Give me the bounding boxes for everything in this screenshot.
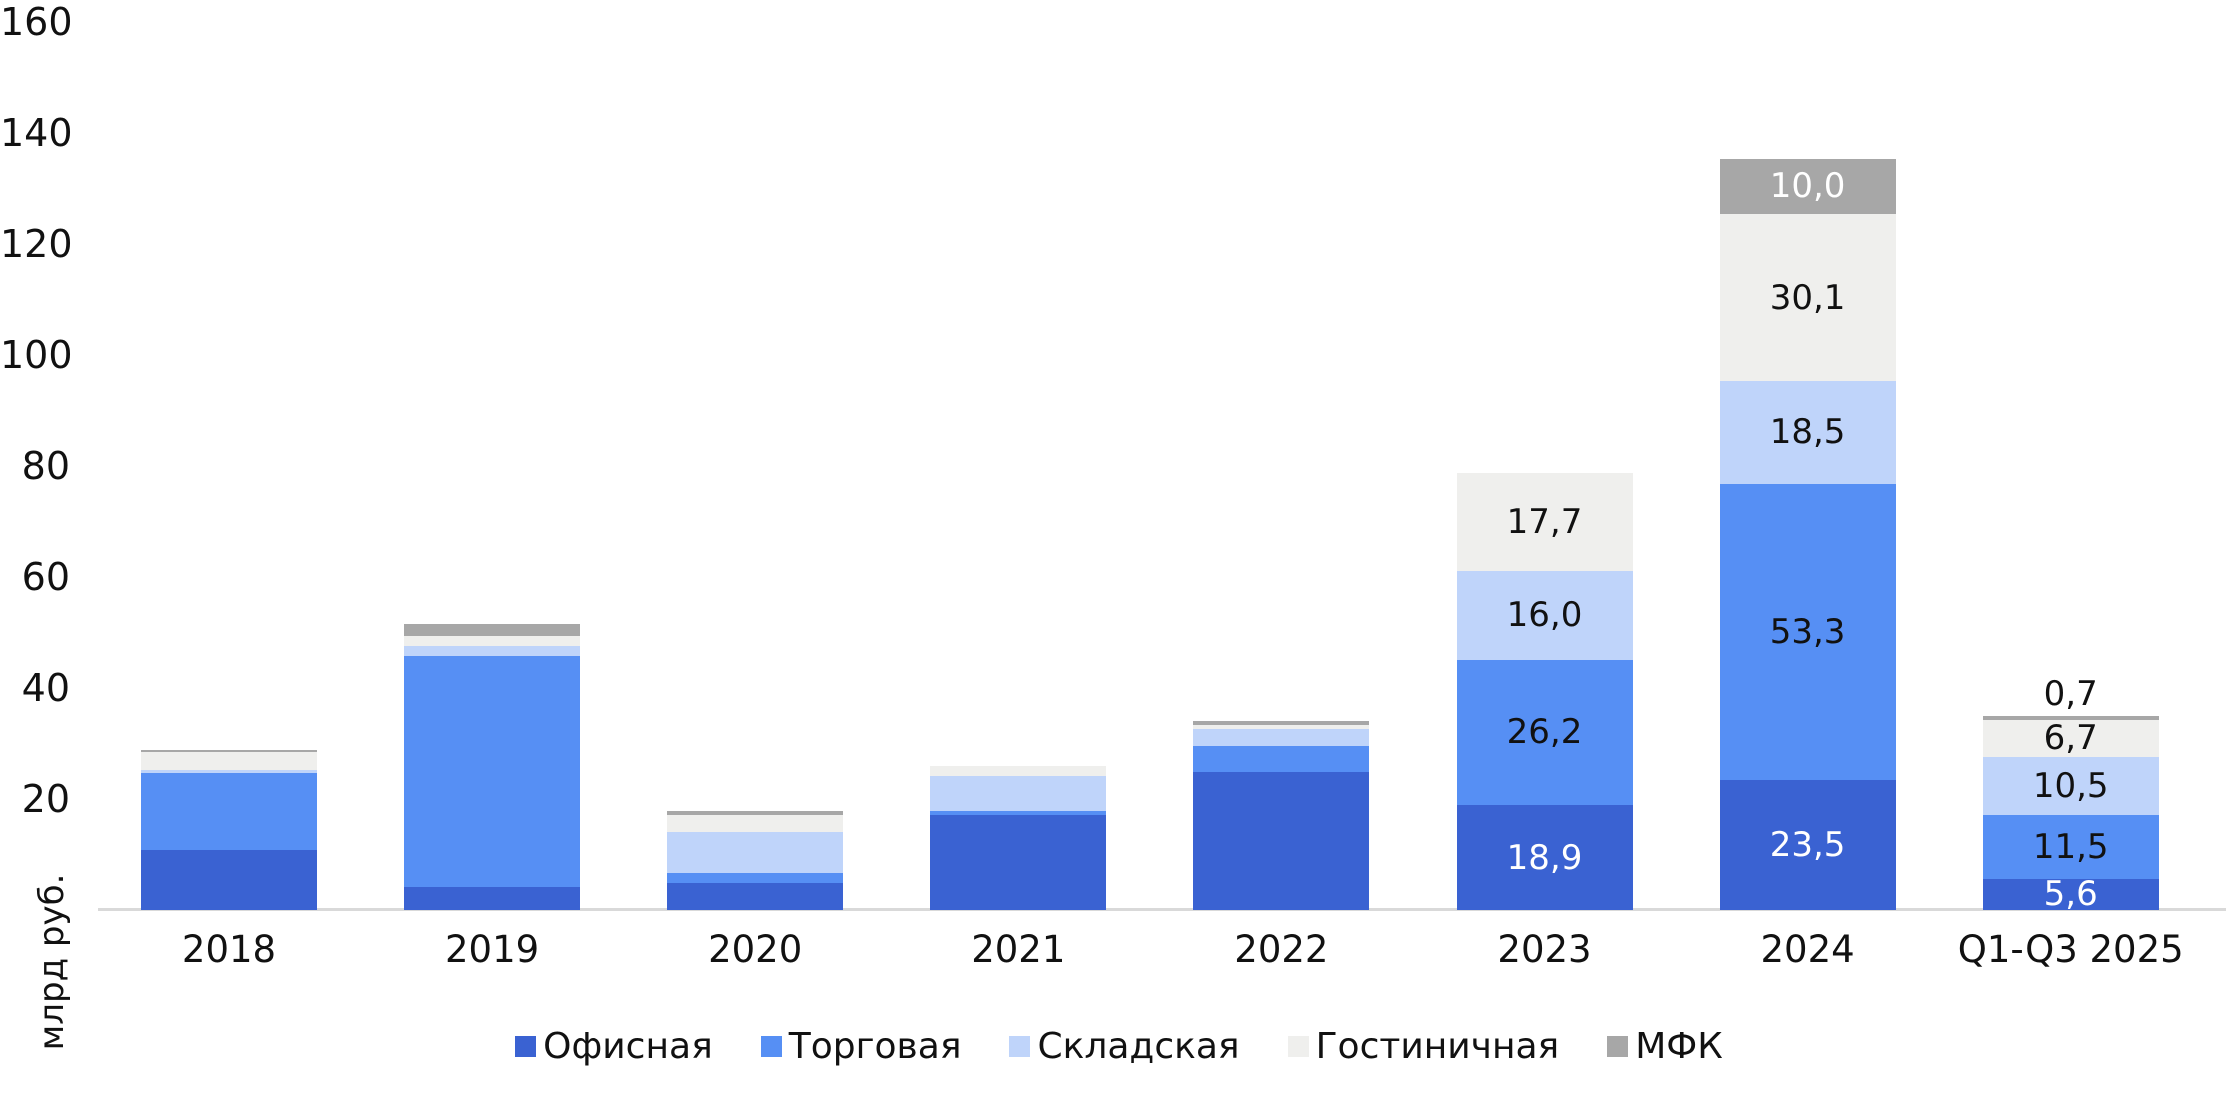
x-axis-label: 2021 xyxy=(971,928,1066,971)
bar-segment xyxy=(1193,720,1370,726)
x-axis-label: 2023 xyxy=(1497,928,1592,971)
bar-segment xyxy=(141,750,317,753)
bar-value-label: 23,5 xyxy=(1769,824,1846,865)
legend-swatch xyxy=(515,1036,537,1057)
bar-segment xyxy=(930,810,1107,815)
bar-segment xyxy=(1982,715,2159,720)
bar-segment xyxy=(1456,659,1633,806)
bar-segment xyxy=(930,814,1107,910)
bar-value-label: 53,3 xyxy=(1769,611,1846,652)
x-axis-line xyxy=(98,908,2226,911)
x-axis-label: 2024 xyxy=(1760,928,1855,971)
x-axis-label: 2022 xyxy=(1234,928,1329,971)
x-axis-label: 2020 xyxy=(708,928,803,971)
bar-segment xyxy=(930,776,1107,811)
bar-segment xyxy=(1719,158,1896,215)
bar-segment xyxy=(141,773,317,851)
bar-value-label: 6,7 xyxy=(2043,718,2098,759)
legend-swatch xyxy=(760,1036,782,1057)
bar-value-label: 26,2 xyxy=(1506,712,1583,753)
bar-segment xyxy=(1719,381,1896,484)
bar-value-label: 30,1 xyxy=(1769,277,1846,318)
bar-value-label: 10,0 xyxy=(1769,166,1846,207)
bar-value-label: 17,7 xyxy=(1506,501,1583,542)
bar-value-label: 11,5 xyxy=(2032,827,2109,867)
legend-item: МФК xyxy=(1607,1026,1723,1067)
bar-segment xyxy=(930,766,1107,777)
bar-segment xyxy=(1719,214,1896,382)
legend: Офисная Торговая Складская Гостиничная МФК xyxy=(0,1026,2238,1067)
bar-segment xyxy=(667,872,844,883)
bar-segment xyxy=(1193,772,1370,910)
bar-segment xyxy=(1982,719,2159,757)
bar-segment xyxy=(404,624,581,636)
bar-segment xyxy=(1982,756,2159,816)
legend-item: Офисная xyxy=(515,1026,713,1067)
y-tick-label: 80 xyxy=(21,444,70,488)
bar-segment xyxy=(1456,472,1633,571)
bar-segment xyxy=(1193,745,1370,773)
x-axis-label: 2018 xyxy=(181,928,277,971)
y-tick-label: 100 xyxy=(0,333,73,377)
y-tick-label: 40 xyxy=(21,666,70,710)
y-tick-label: 160 xyxy=(0,0,73,44)
bar-segment xyxy=(141,752,317,771)
legend-swatch xyxy=(1607,1036,1629,1057)
bar-segment xyxy=(1456,570,1633,660)
y-tick-label: 20 xyxy=(21,777,70,821)
bar-segment xyxy=(667,831,844,873)
bar-value-label: 16,0 xyxy=(1506,595,1583,636)
legend-item: Торговая xyxy=(760,1026,962,1067)
bar-segment xyxy=(1719,779,1896,910)
bar-value-label: 5,6 xyxy=(2043,874,2098,915)
legend-label: Гостиничная xyxy=(1315,1026,1560,1067)
y-tick-label: 60 xyxy=(21,555,70,599)
legend-label: Складская xyxy=(1037,1026,1240,1067)
bar-segment xyxy=(1456,805,1633,910)
legend-item: Гостиничная xyxy=(1287,1026,1560,1067)
x-axis-label: Q1-Q3 2025 xyxy=(1957,928,2184,971)
legend-item: Складская xyxy=(1009,1026,1240,1067)
legend-swatch xyxy=(1009,1036,1031,1057)
bar-segment xyxy=(1193,725,1370,730)
bar-segment xyxy=(667,882,844,910)
bar-value-label: 18,9 xyxy=(1506,837,1583,878)
bar-segment xyxy=(404,645,581,657)
bar-segment xyxy=(667,815,844,832)
legend-label: Торговая xyxy=(788,1026,962,1067)
bar-segment xyxy=(667,811,844,816)
y-tick-label: 120 xyxy=(0,222,73,266)
bar-value-label: 18,5 xyxy=(1769,412,1846,453)
bar-segment xyxy=(141,770,317,774)
bar-segment xyxy=(1719,483,1896,780)
bar-segment xyxy=(404,656,581,887)
bar-segment xyxy=(1982,815,2159,879)
y-tick-label: 140 xyxy=(0,111,73,155)
bar-segment xyxy=(404,886,581,910)
bar-segment xyxy=(1193,729,1370,746)
bar-segment xyxy=(141,850,317,910)
legend-swatch xyxy=(1287,1036,1309,1057)
x-axis-label: 2019 xyxy=(445,928,540,971)
legend-label: Офисная xyxy=(543,1026,713,1067)
bar-segment xyxy=(404,635,581,646)
legend-label: МФК xyxy=(1635,1026,1723,1067)
y-axis-title: млрд руб. xyxy=(32,873,72,1051)
bar-value-label: 0,7 xyxy=(2043,673,2098,714)
bar-value-label: 10,5 xyxy=(2032,765,2109,806)
bar-segment xyxy=(1982,878,2159,910)
